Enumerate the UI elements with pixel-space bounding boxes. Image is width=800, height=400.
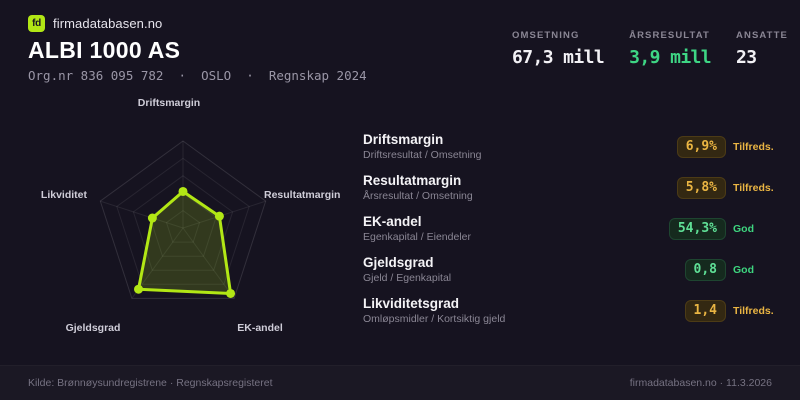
page-title: ALBI 1000 AS bbox=[28, 37, 181, 63]
firmadatabasen-logo-icon: fd bbox=[28, 15, 45, 32]
metric-formula: Omløpsmidler / Kortsiktig gjeld bbox=[363, 313, 506, 325]
radar-axis-label: Gjeldsgrad bbox=[66, 322, 121, 334]
metric-formula: Årsresultat / Omsetning bbox=[363, 190, 473, 202]
metric-status: Tilfreds. bbox=[733, 181, 774, 194]
radar-axis-label: Resultatmargin bbox=[264, 189, 340, 201]
radar-axis-label: EK-andel bbox=[237, 322, 283, 334]
org-number-line: Org.nr 836 095 782 · OSLO · Regnskap 202… bbox=[28, 68, 367, 83]
metric-row-gjeldsgrad: Gjeldsgrad Gjeld / Egenkapital 0,8 God bbox=[363, 255, 773, 284]
stat-label: ÅRSRESULTAT bbox=[629, 30, 710, 41]
metric-row-likviditetsgrad: Likviditetsgrad Omløpsmidler / Kortsikti… bbox=[363, 296, 774, 325]
metric-value-badge: 6,9% bbox=[676, 135, 726, 158]
metric-value-badge: 1,4 bbox=[684, 299, 726, 322]
stat-label: OMSETNING bbox=[512, 30, 580, 41]
radar-chart: Driftsmargin Resultatmargin EK-andel Gjelds… bbox=[0, 88, 360, 350]
metric-formula: Gjeld / Egenkapital bbox=[363, 272, 452, 284]
metric-value-badge: 54,3% bbox=[668, 217, 726, 240]
metric-row-ek-andel: EK-andel Egenkapital / Eiendeler 54,3% G… bbox=[363, 214, 773, 243]
radar-axis-label: Likviditet bbox=[41, 189, 88, 201]
stat-arsresultat: ÅRSRESULTAT 3,9 mill bbox=[629, 30, 712, 68]
metric-title: Likviditetsgrad bbox=[363, 296, 460, 311]
metric-formula: Egenkapital / Eiendeler bbox=[363, 231, 471, 243]
metric-row-driftsmargin: Driftsmargin Driftsresultat / Omsetning … bbox=[363, 132, 774, 161]
metrics-panel: Driftsmargin Driftsresultat / Omsetning … bbox=[363, 132, 774, 337]
stat-ansatte: ANSATTE 23 bbox=[736, 30, 788, 68]
metric-status: God bbox=[733, 263, 754, 276]
metric-status: Tilfreds. bbox=[733, 140, 774, 153]
stat-value: 3,9 mill bbox=[629, 47, 712, 68]
metric-status: God bbox=[733, 222, 754, 235]
metric-title: Driftsmargin bbox=[363, 132, 444, 147]
metric-title: Resultatmargin bbox=[363, 173, 462, 188]
radar-chart-svg: Driftsmargin Resultatmargin EK-andel Gjelds… bbox=[41, 97, 341, 334]
stat-value: 23 bbox=[736, 47, 757, 68]
stat-value: 67,3 mill bbox=[512, 47, 605, 68]
metric-value-badge: 0,8 bbox=[684, 258, 726, 281]
metric-title: Gjeldsgrad bbox=[363, 255, 434, 270]
metric-formula: Driftsresultat / Omsetning bbox=[363, 149, 482, 161]
brand-row: fd firmadatabasen.no bbox=[28, 15, 162, 32]
footer-brand-date: firmadatabasen.no · 11.3.2026 bbox=[629, 377, 772, 389]
stat-label: ANSATTE bbox=[736, 30, 788, 41]
metric-value-badge: 5,8% bbox=[676, 176, 726, 199]
key-figures: OMSETNING 67,3 mill ÅRSRESULTAT 3,9 mill… bbox=[512, 30, 788, 68]
metric-status: Tilfreds. bbox=[733, 304, 774, 317]
stat-omsetning: OMSETNING 67,3 mill bbox=[512, 30, 605, 68]
radar-axis-label: Driftsmargin bbox=[138, 97, 200, 109]
metric-title: EK-andel bbox=[363, 214, 422, 229]
brand-name: firmadatabasen.no bbox=[53, 16, 163, 31]
metric-row-resultatmargin: Resultatmargin Årsresultat / Omsetning 5… bbox=[363, 173, 774, 202]
footer: Kilde: Brønnøysundregistrene · Regnskaps… bbox=[0, 365, 800, 400]
footer-source: Kilde: Brønnøysundregistrene · Regnskaps… bbox=[28, 377, 273, 389]
